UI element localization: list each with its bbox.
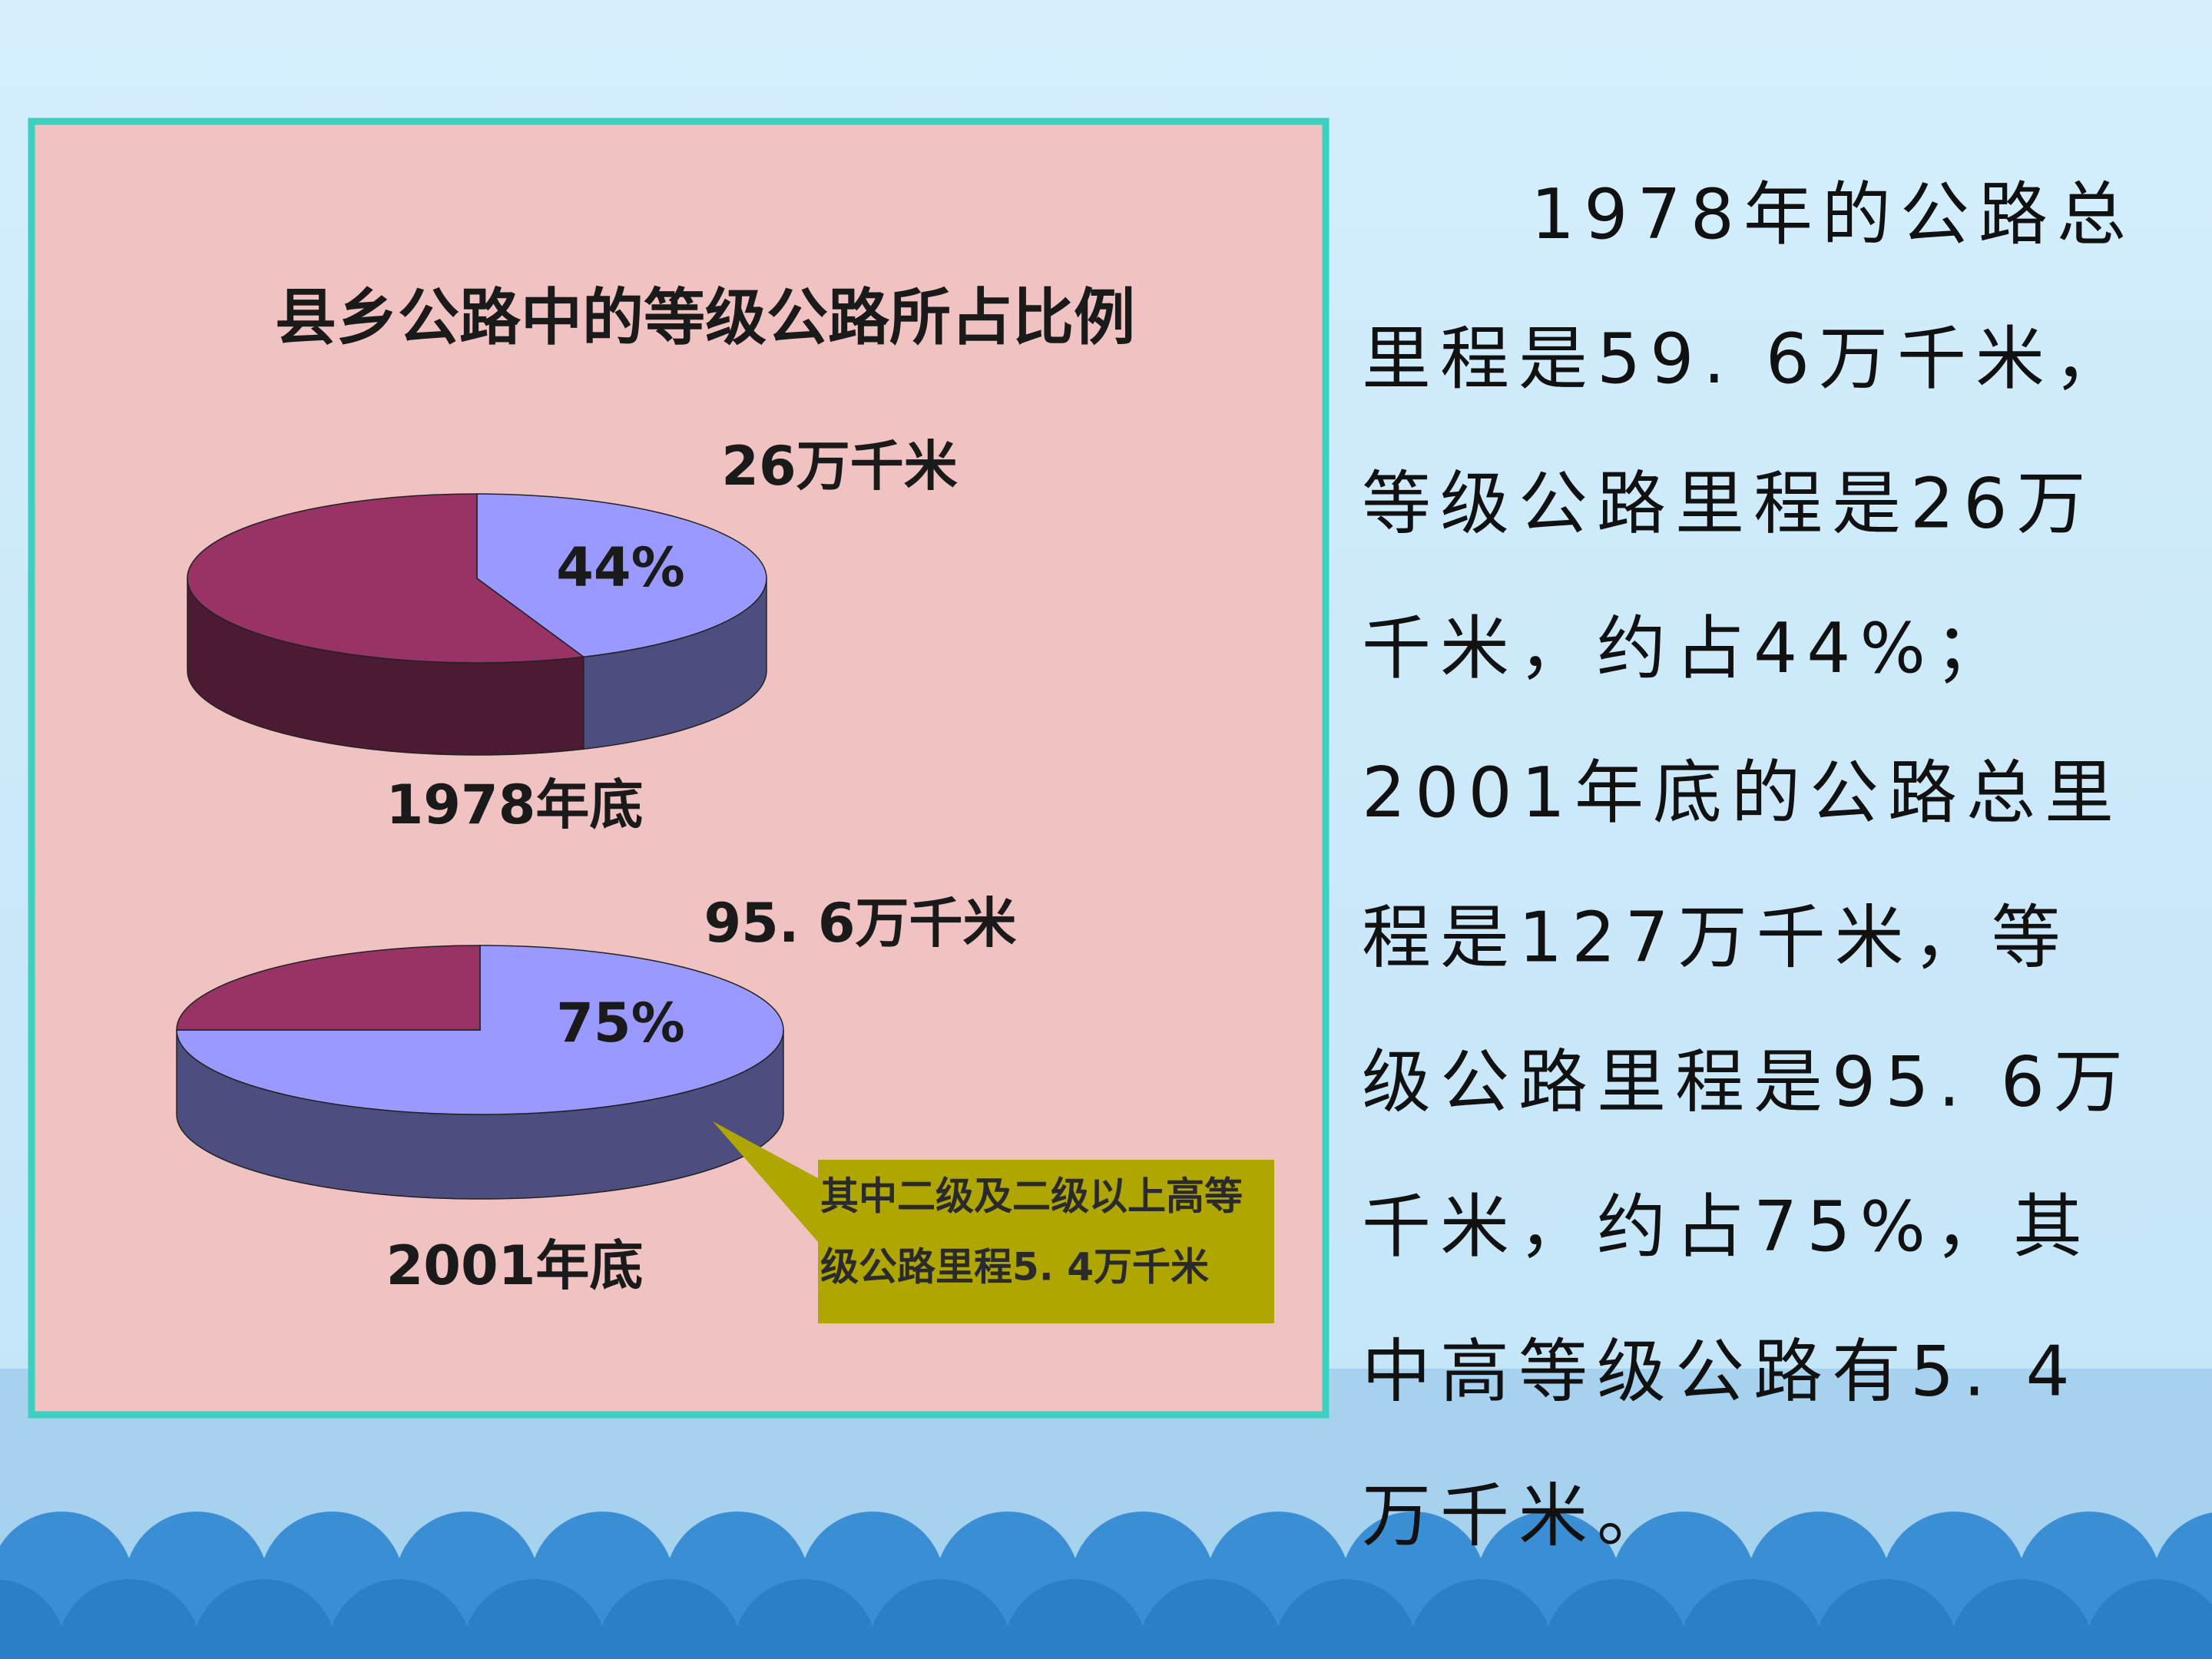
waves	[0, 1512, 2212, 1659]
callout-pointer	[713, 1121, 818, 1242]
callout-line: 其中二级及二级以上高等	[820, 1174, 1243, 1219]
wave	[462, 1579, 607, 1659]
wave	[2085, 1579, 2212, 1659]
wave	[1003, 1579, 1147, 1659]
pie-slice	[187, 493, 585, 664]
paragraph-line: 里程是59. 6万千米，	[1362, 319, 2132, 399]
chart-title: 县乡公路中的等级公路所占比例	[275, 282, 1135, 353]
wave	[1949, 1579, 2094, 1659]
wave	[1273, 1579, 1418, 1659]
paragraph-line: 1978年的公路总	[1531, 174, 2135, 255]
wave	[868, 1579, 1012, 1659]
pie-title: 2001年底	[386, 1234, 644, 1297]
paragraph-line: 千米，约占75%，其	[1362, 1187, 2091, 1267]
pie-slice	[476, 493, 767, 658]
paragraph-line: 万千米。	[1362, 1476, 1675, 1557]
value-label: 75%	[556, 992, 685, 1055]
paragraph-line: 等级公路里程是26万	[1362, 463, 2095, 544]
value-label: 44%	[556, 536, 685, 599]
wave	[1409, 1579, 1553, 1659]
wave	[1138, 1579, 1283, 1659]
wave	[327, 1579, 472, 1659]
pie-slice	[176, 945, 481, 1031]
pie-title: 1978年底	[386, 773, 644, 836]
paragraph-line: 程是127万千米，等	[1362, 897, 2070, 978]
wave	[1679, 1579, 1823, 1659]
callout-line: 级公路里程5. 4万千米	[820, 1245, 1209, 1290]
wave	[1814, 1579, 1959, 1659]
callout-box	[818, 1160, 1274, 1323]
annotation: 95. 6万千米	[704, 892, 1016, 955]
wave	[0, 1579, 66, 1659]
paragraph-line: 中高等级公路有5. 4	[1362, 1331, 2079, 1412]
annotation: 26万千米	[721, 435, 957, 498]
wave	[57, 1579, 201, 1659]
paragraph-line: 千米，约占44%；	[1362, 608, 2013, 689]
charts: 44% 26万千米 1978年底 75% 95. 6万千米 2001年底	[176, 435, 1017, 1297]
wave	[733, 1579, 877, 1659]
wave	[192, 1579, 336, 1659]
paragraph-line: 级公路里程是95. 6万	[1362, 1042, 2132, 1123]
paragraph-line: 2001年底的公路总里	[1362, 753, 2123, 833]
wave	[1544, 1579, 1688, 1659]
wave	[598, 1579, 742, 1659]
pie-slice	[176, 945, 784, 1115]
